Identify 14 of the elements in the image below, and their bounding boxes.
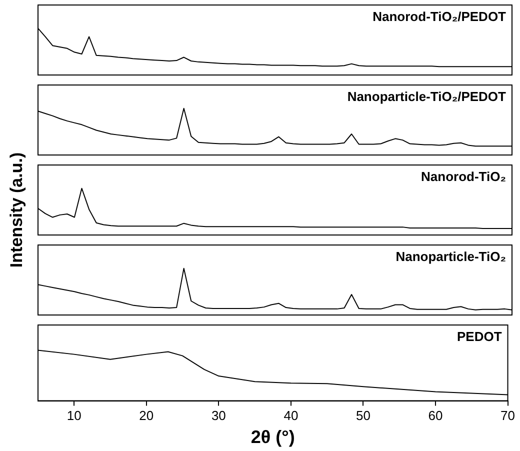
text: Nanoparticle-TiO₂/PEDOT [347,89,506,104]
x-axis-title: 2θ (°) [250,427,295,448]
x-tick-label: 50 [356,408,370,424]
x-tick-label: 10 [66,408,82,424]
x-tick-label: 70 [500,408,516,424]
x-tick-label: 30 [211,408,226,424]
text: Nanorod-TiO₂/PEDOT [372,9,506,24]
x-tick-label: 60 [428,408,443,424]
text: Nanoparticle-TiO₂ [396,249,506,264]
x-tick-label: 20 [139,408,154,424]
x-tick-label: 40 [284,408,298,424]
text: Nanorod-TiO₂ [421,169,506,184]
y-axis-title: Intensity (a.u.) [7,151,27,270]
text: PEDOT [456,329,502,344]
